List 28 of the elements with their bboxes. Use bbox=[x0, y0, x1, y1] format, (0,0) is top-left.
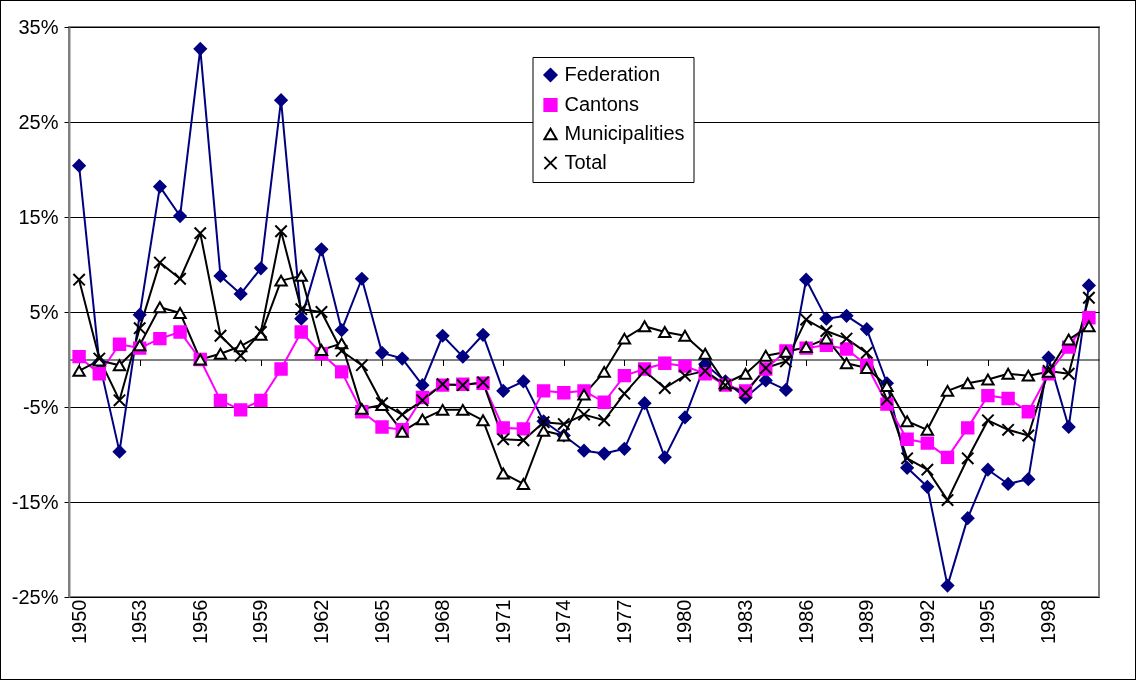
x-tick-label: 1980 bbox=[673, 599, 696, 644]
x-tick-label: 1971 bbox=[491, 599, 514, 644]
y-tick-label: 15% bbox=[18, 205, 59, 228]
x-tick-label: 1974 bbox=[552, 599, 575, 644]
legend-label: Total bbox=[564, 151, 607, 173]
x-tick-label: 1965 bbox=[370, 599, 393, 644]
x-tick-label: 1986 bbox=[794, 599, 817, 644]
x-tick-label: 1968 bbox=[431, 599, 454, 644]
x-tick-label: 1992 bbox=[915, 599, 938, 644]
x-tick-label: 1956 bbox=[188, 599, 211, 644]
x-tick-label: 1959 bbox=[249, 599, 272, 644]
x-tick-label: 1977 bbox=[612, 599, 635, 644]
y-tick-label: -5% bbox=[22, 395, 59, 418]
y-tick-label: 5% bbox=[29, 300, 59, 323]
x-tick-label: 1953 bbox=[128, 599, 151, 644]
legend-label: Federation bbox=[564, 63, 661, 85]
legend-label: Municipalities bbox=[564, 122, 685, 144]
x-tick-label: 1950 bbox=[67, 599, 90, 644]
y-tick-label: -25% bbox=[11, 585, 59, 608]
x-tick-label: 1983 bbox=[734, 599, 757, 644]
x-tick-label: 1989 bbox=[855, 599, 878, 644]
x-tick-label: 1962 bbox=[309, 599, 332, 644]
y-tick-label: -15% bbox=[11, 490, 59, 513]
x-tick-label: 1995 bbox=[976, 599, 999, 644]
y-tick-label: 35% bbox=[18, 15, 59, 38]
x-tick-label: 1998 bbox=[1037, 599, 1060, 644]
legend-label: Cantons bbox=[564, 93, 639, 115]
y-tick-label: 25% bbox=[18, 110, 59, 133]
